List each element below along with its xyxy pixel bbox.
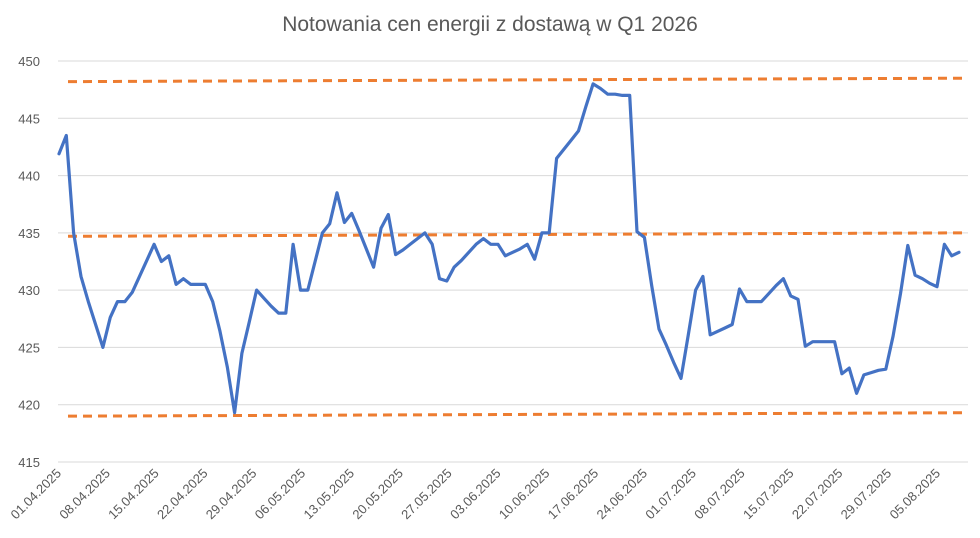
trend-line-lower bbox=[67, 411, 969, 418]
gridlines bbox=[58, 60, 968, 463]
trend-lines bbox=[67, 76, 969, 418]
trend-line-middle bbox=[67, 231, 969, 238]
x-tick-label: 22.07.2025 bbox=[789, 466, 846, 523]
y-tick-label: 430 bbox=[18, 283, 40, 298]
y-axis-ticks: 415 420 425 430 435 440 445 450 bbox=[18, 54, 40, 470]
x-tick-label: 22.04.2025 bbox=[154, 466, 211, 523]
x-tick-label: 24.06.2025 bbox=[593, 466, 650, 523]
x-tick-label: 17.06.2025 bbox=[545, 466, 602, 523]
y-tick-label: 445 bbox=[18, 111, 40, 126]
x-tick-label: 06.05.2025 bbox=[252, 466, 309, 523]
y-tick-label: 415 bbox=[18, 455, 40, 470]
chart-title: Notowania cen energii z dostawą w Q1 202… bbox=[282, 13, 698, 36]
x-tick-label: 15.04.2025 bbox=[105, 466, 162, 523]
x-tick-label: 10.06.2025 bbox=[496, 466, 553, 523]
y-tick-label: 435 bbox=[18, 226, 40, 241]
series-line-0 bbox=[57, 82, 961, 415]
x-tick-label: 20.05.2025 bbox=[349, 466, 406, 523]
x-tick-label: 27.05.2025 bbox=[398, 466, 455, 523]
x-axis-ticks: 01.04.202508.04.202515.04.202522.04.2025… bbox=[7, 466, 943, 523]
x-tick-label: 01.04.2025 bbox=[7, 466, 64, 523]
y-tick-label: 425 bbox=[18, 340, 40, 355]
x-tick-label: 29.04.2025 bbox=[203, 466, 260, 523]
x-tick-label: 08.07.2025 bbox=[691, 466, 748, 523]
y-tick-label: 450 bbox=[18, 54, 40, 69]
y-tick-label: 440 bbox=[18, 169, 40, 184]
x-tick-label: 05.08.2025 bbox=[886, 466, 943, 523]
x-tick-label: 15.07.2025 bbox=[740, 466, 797, 523]
x-tick-label: 29.07.2025 bbox=[838, 466, 895, 523]
x-tick-label: 03.06.2025 bbox=[447, 466, 504, 523]
x-tick-label: 01.07.2025 bbox=[642, 466, 699, 523]
y-tick-label: 420 bbox=[18, 398, 40, 413]
trend-line-upper bbox=[67, 76, 969, 84]
series-group bbox=[57, 82, 961, 415]
x-tick-label: 13.05.2025 bbox=[300, 466, 357, 523]
x-tick-label: 08.04.2025 bbox=[56, 466, 113, 523]
